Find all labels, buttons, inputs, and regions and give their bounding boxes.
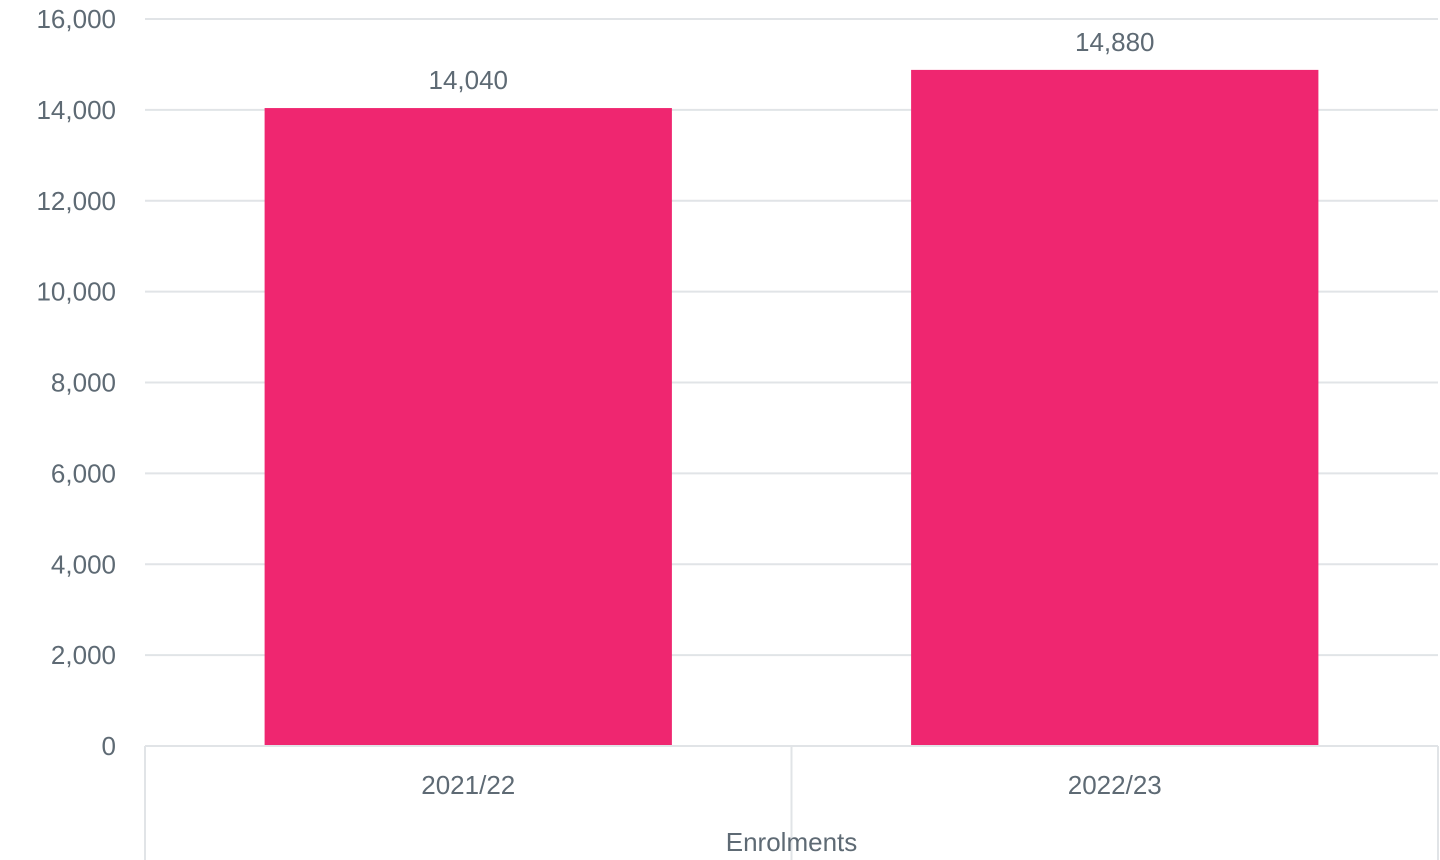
y-tick-label: 14,000 [36,95,116,125]
bars [264,69,1319,747]
x-tick-label: 2022/23 [1068,770,1162,800]
bar [911,69,1319,746]
y-tick-label: 10,000 [36,277,116,307]
data-label: 14,040 [428,65,508,95]
x-axis: 2021/22 2022/23 [144,745,1439,860]
y-tick-label: 4,000 [51,549,116,579]
x-tick-label: 2021/22 [421,770,515,800]
y-tick-label: 16,000 [36,4,116,34]
y-tick-label: 8,000 [51,368,116,398]
bar [264,108,672,747]
y-tick-label: 2,000 [51,640,116,670]
x-axis-title: Enrolments [726,827,858,857]
data-labels: 14,040 14,880 [428,27,1154,95]
y-tick-label: 6,000 [51,458,116,488]
y-tick-label: 12,000 [36,186,116,216]
y-tick-label: 0 [102,731,116,761]
y-axis-ticks: 0 2,000 4,000 6,000 8,000 10,000 12,000 14,000 1… [36,4,116,761]
data-label: 14,880 [1075,27,1155,57]
